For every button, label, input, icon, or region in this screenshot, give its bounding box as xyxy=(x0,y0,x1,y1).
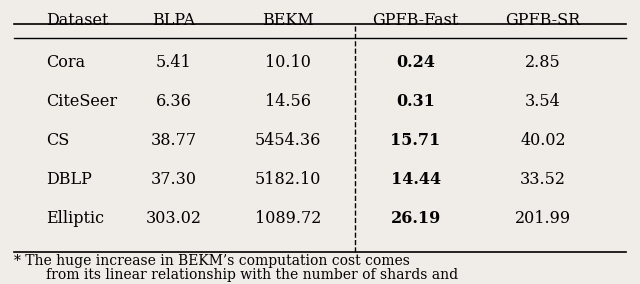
Text: 5.41: 5.41 xyxy=(156,54,191,71)
Text: CiteSeer: CiteSeer xyxy=(46,93,117,110)
Text: 40.02: 40.02 xyxy=(520,132,566,149)
Text: 201.99: 201.99 xyxy=(515,210,571,227)
Text: 303.02: 303.02 xyxy=(145,210,202,227)
Text: GPFB-Fast: GPFB-Fast xyxy=(372,12,459,29)
Text: Cora: Cora xyxy=(46,54,85,71)
Text: 5182.10: 5182.10 xyxy=(255,171,321,188)
Text: 14.44: 14.44 xyxy=(390,171,441,188)
Text: GPFB-SR: GPFB-SR xyxy=(506,12,580,29)
Text: 1089.72: 1089.72 xyxy=(255,210,321,227)
Text: 6.36: 6.36 xyxy=(156,93,191,110)
Text: 3.54: 3.54 xyxy=(525,93,561,110)
Text: 0.31: 0.31 xyxy=(396,93,435,110)
Text: Dataset: Dataset xyxy=(46,12,109,29)
Text: 2.85: 2.85 xyxy=(525,54,561,71)
Text: BEKM: BEKM xyxy=(262,12,314,29)
Text: 38.77: 38.77 xyxy=(150,132,196,149)
Text: from its linear relationship with the number of shards and: from its linear relationship with the nu… xyxy=(46,268,458,281)
Text: 26.19: 26.19 xyxy=(390,210,441,227)
Text: BLPA: BLPA xyxy=(152,12,195,29)
Text: 15.71: 15.71 xyxy=(390,132,441,149)
Text: 14.56: 14.56 xyxy=(265,93,311,110)
Text: Elliptic: Elliptic xyxy=(46,210,104,227)
Text: 37.30: 37.30 xyxy=(150,171,196,188)
Text: 0.24: 0.24 xyxy=(396,54,435,71)
Text: 33.52: 33.52 xyxy=(520,171,566,188)
Text: 5454.36: 5454.36 xyxy=(255,132,321,149)
Text: * The huge increase in BEKM’s computation cost comes: * The huge increase in BEKM’s computatio… xyxy=(14,254,410,268)
Text: DBLP: DBLP xyxy=(46,171,92,188)
Text: CS: CS xyxy=(46,132,69,149)
Text: 10.10: 10.10 xyxy=(265,54,311,71)
